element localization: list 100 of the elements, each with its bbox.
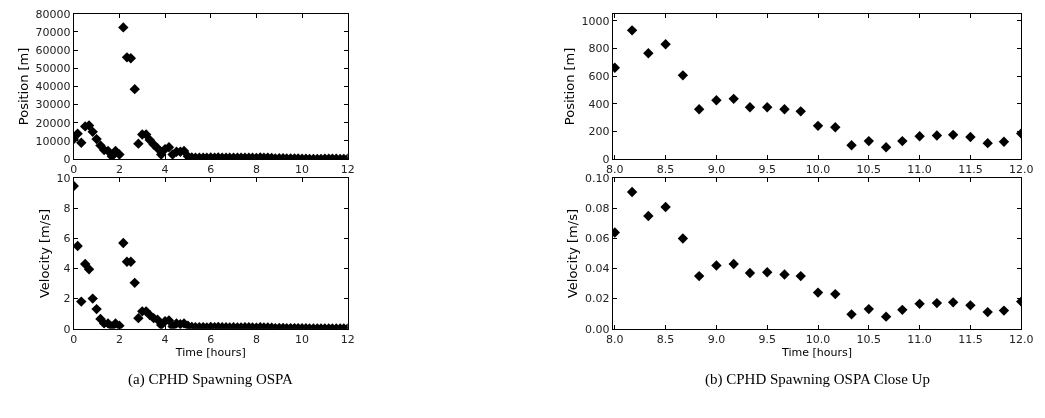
x-tick-label: 10.5 [856,163,882,177]
x-tick-label: 2 [115,332,123,346]
x-tick-label: 8.5 [656,163,675,177]
y-tick-label: 0 [63,322,71,336]
point [643,210,654,222]
text: (b) CPHD Spawning OSPA Close Up [705,371,930,388]
point [744,101,756,113]
y-tick-label: 50000 [35,62,71,76]
y-tick-label: 10 [56,172,71,186]
point [744,267,756,279]
x-tick-label: 8.5 [656,332,675,346]
x-tick-label: 4 [161,332,169,346]
point [626,186,638,198]
x-tick-label: 10.0 [805,163,831,177]
x-tick-label: 10.5 [856,332,882,346]
point [982,137,993,149]
x-tick-label: 11.0 [907,163,932,177]
y-tick-label: 40000 [35,80,71,94]
x-tick-label: 11.5 [958,163,983,177]
point [914,298,925,310]
y-tick-label: 800 [588,42,610,56]
y-tick-label: 10000 [35,134,71,148]
point [762,267,773,278]
point [693,270,705,282]
y-tick-label: 30000 [35,98,71,112]
point [965,300,976,311]
y-tick-label: 0.02 [585,292,610,306]
x-tick-label: 4 [161,163,169,177]
point [897,304,908,316]
x-tick-label: 11.5 [958,332,983,346]
y-tick-label: 2 [63,292,71,306]
x-tick-label: 8 [252,163,260,177]
point [998,136,1010,147]
y-tick-label: 0.08 [585,202,610,216]
point [677,233,689,244]
point [677,70,689,81]
point [795,270,806,282]
point [762,101,773,113]
point [612,62,621,73]
point [728,93,739,105]
y-tick-label: 0.04 [585,262,610,276]
x-tick-label: 12.0 [1008,332,1034,346]
x-tick-label: 9.5 [758,163,776,177]
x-axis-title: Time [hours] [781,345,852,359]
x-tick-label: 12 [340,332,355,346]
point [880,142,892,153]
point [863,303,875,315]
x-tick-label: 6 [207,332,215,346]
y-axis-title: Position [m] [15,47,31,126]
x-tick-label: 8 [252,332,260,346]
point [626,25,638,36]
point [812,120,824,132]
point [643,48,654,59]
y-tick-label: 0.06 [585,232,610,246]
x-tick-label: 9.0 [707,163,726,177]
x-tick-label: 12 [340,163,355,177]
point [779,104,790,115]
point [846,309,857,320]
point [711,95,722,106]
point [711,260,722,271]
x-tick-label: 11.0 [907,332,932,346]
y-tick-label: 400 [588,97,610,111]
x-tick-label: 9.0 [707,332,726,346]
x-tick-label: 10.0 [805,332,831,346]
point [795,106,806,117]
y-axis-title: Velocity [m/s] [36,209,52,299]
x-tick-label: 6 [207,163,215,177]
x-tick-label: 10 [295,332,310,346]
point [728,258,739,270]
x-tick-label: 2 [115,163,123,177]
point [947,297,959,308]
point [693,104,705,115]
point [880,311,892,322]
y-tick-label: 200 [588,125,610,139]
y-tick-label: 20000 [35,116,71,130]
y-tick-label: 70000 [35,25,71,39]
point [779,269,790,280]
y-axis-title: Position [m] [561,47,577,126]
y-tick-label: 0 [602,152,610,166]
y-tick-label: 80000 [35,7,71,21]
point [947,129,959,141]
point [931,297,943,309]
y-tick-label: 6 [63,232,71,246]
point [998,305,1010,316]
y-tick-label: 60000 [35,43,71,57]
y-tick-label: 600 [588,69,610,83]
y-tick-label: 0.10 [585,172,610,186]
y-tick-label: 8 [63,202,71,216]
x-tick-label: 12.0 [1008,163,1034,177]
point [965,131,976,143]
x-tick-label: 9.5 [758,332,776,346]
y-axis-title: Velocity [m/s] [565,209,581,299]
point [830,122,841,133]
text: (a) CPHD Spawning OSPA [128,371,294,388]
y-tick-label: 1000 [581,14,610,28]
point [660,39,671,50]
point [863,135,875,147]
point [660,201,671,213]
point [914,131,925,142]
point [846,140,857,151]
